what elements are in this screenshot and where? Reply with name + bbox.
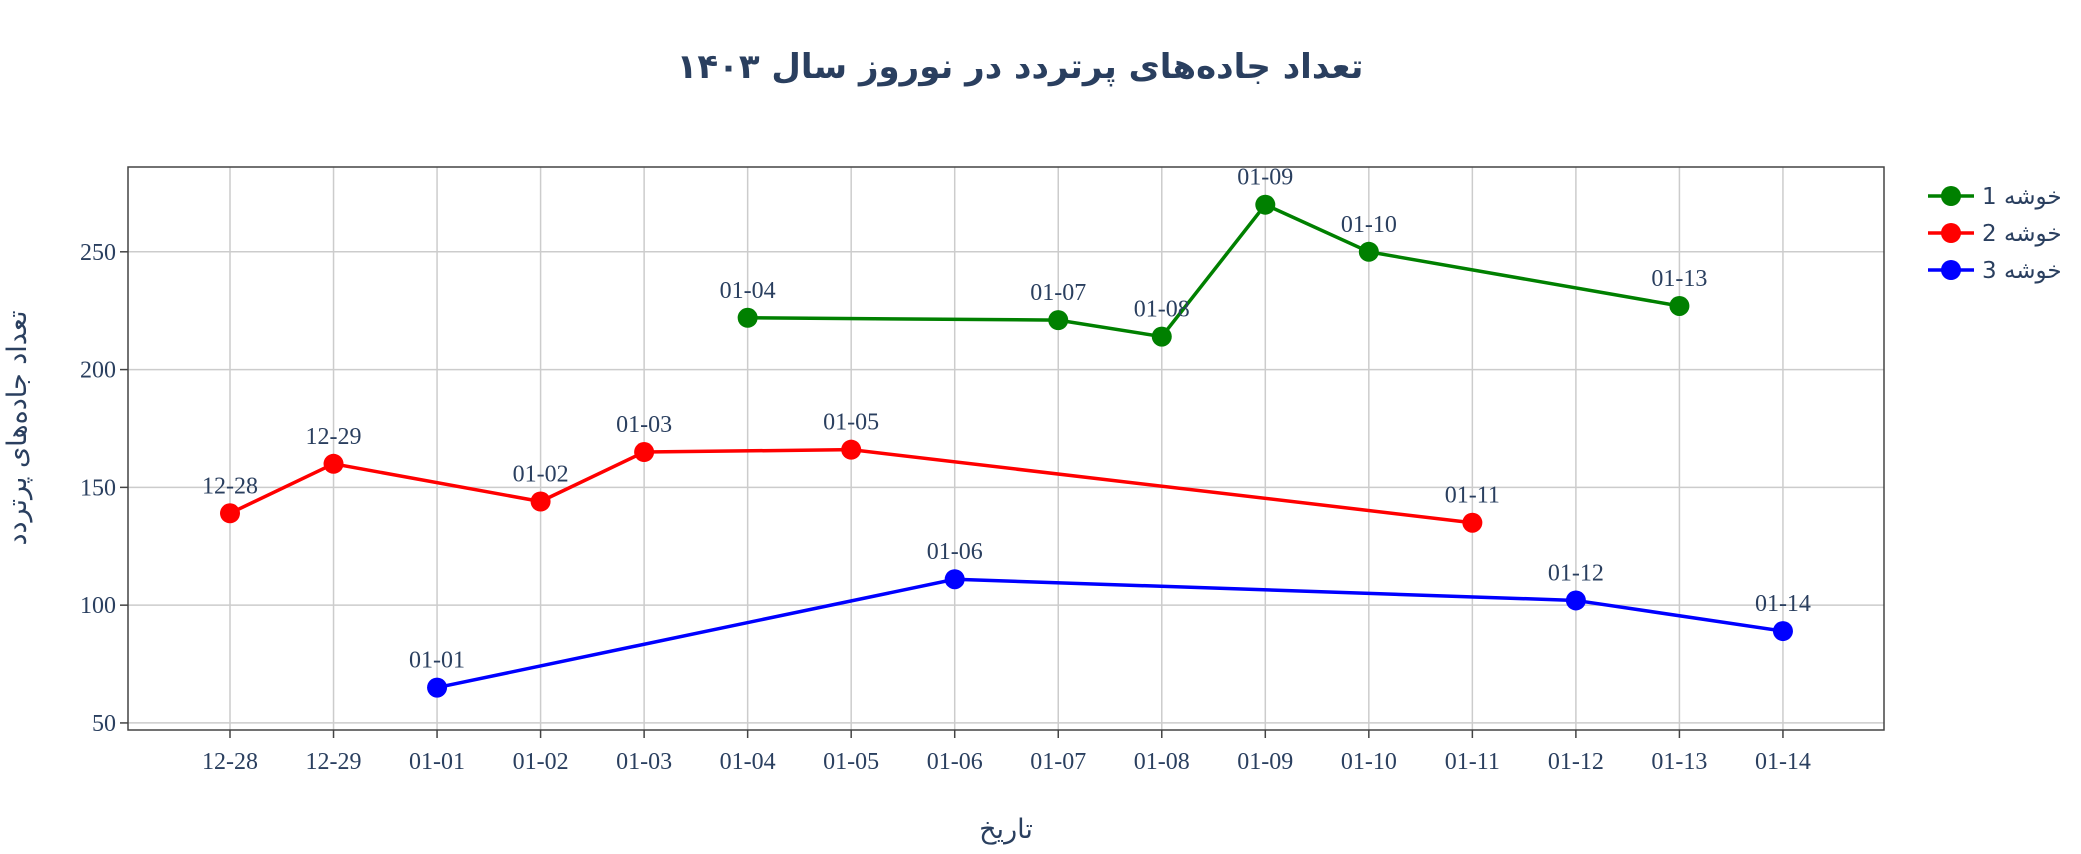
legend-label: خوشه 2 [1982, 221, 2062, 247]
data-label: 12-28 [202, 473, 258, 499]
data-label: 01-11 [1445, 483, 1500, 509]
y-tick-label: 150 [80, 475, 116, 501]
legend-item-2[interactable]: خوشه 2 [1928, 221, 2062, 247]
x-tick-label: 01-13 [1651, 749, 1707, 775]
data-label: 01-09 [1237, 165, 1293, 191]
series-3: 01-01 01-06 01-12 01-14 [409, 539, 1811, 698]
y-tick-label: 250 [80, 240, 116, 266]
data-point[interactable] [1048, 310, 1069, 331]
data-point[interactable] [427, 677, 448, 698]
data-point[interactable] [220, 503, 240, 524]
data-label: 01-07 [1030, 280, 1086, 306]
x-tick-label: 01-02 [513, 749, 569, 775]
plot-frame [127, 166, 1885, 731]
data-label: 01-05 [823, 410, 879, 436]
data-label: 01-12 [1548, 560, 1604, 586]
x-tick-label: 12-28 [202, 749, 258, 775]
data-label: 01-02 [513, 462, 569, 488]
series-1-line [747, 202, 1680, 339]
data-point[interactable] [634, 442, 655, 463]
x-tick-label: 01-10 [1341, 749, 1397, 775]
x-tick-label: 01-08 [1134, 749, 1190, 775]
series-2: 12-28 12-29 01-02 01-03 01-05 01-11 [202, 410, 1500, 533]
data-label: 12-29 [306, 424, 362, 450]
data-label: 01-13 [1651, 266, 1707, 292]
x-tick-label: 12-29 [306, 749, 362, 775]
x-tick-label: 01-03 [616, 749, 672, 775]
data-label: 01-10 [1341, 212, 1397, 238]
y-tick-label: 100 [80, 593, 116, 619]
data-point[interactable] [530, 491, 551, 512]
series-3-line [436, 577, 1784, 690]
data-point[interactable] [1565, 590, 1586, 611]
data-point[interactable] [841, 439, 862, 460]
data-point[interactable] [1358, 241, 1379, 262]
data-point[interactable] [1669, 295, 1690, 316]
legend-item-3[interactable]: خوشه 3 [1928, 258, 2062, 284]
legend[interactable]: خوشه 1 خوشه 2 خوشه 3 [1928, 184, 2062, 284]
y-tick-label: 50 [92, 711, 116, 737]
data-point[interactable] [1772, 621, 1793, 642]
data-label: 01-01 [409, 648, 465, 674]
data-point[interactable] [1151, 326, 1172, 347]
x-tick-label: 01-11 [1445, 749, 1500, 775]
data-label: 01-03 [616, 412, 672, 438]
data-label: 01-14 [1755, 591, 1811, 617]
x-tick-label: 01-05 [823, 749, 879, 775]
data-label: 01-06 [927, 539, 983, 565]
legend-label: خوشه 3 [1982, 258, 2062, 284]
x-tick-label: 01-12 [1548, 749, 1604, 775]
chart-title: تعداد جاده‌های پرتردد در نوروز سال ۱۴۰۳ [677, 47, 1364, 87]
tick-layer: 12-28 12-29 01-01 01-02 01-03 01-04 01-05 01-06… [80, 240, 1811, 775]
x-tick-label: 01-04 [720, 749, 776, 775]
x-tick-label: 01-06 [927, 749, 983, 775]
x-tick-label: 01-14 [1755, 749, 1811, 775]
series-1: 01-04 01-07 01-08 01-09 01-10 01-13 [720, 165, 1707, 347]
x-axis-title: تاریخ [979, 814, 1033, 845]
x-tick-label: 01-01 [409, 749, 465, 775]
legend-marker [1941, 260, 1961, 280]
legend-marker [1941, 223, 1961, 243]
legend-label: خوشه 1 [1982, 184, 2062, 210]
x-tick-label: 01-09 [1237, 749, 1293, 775]
data-point[interactable] [323, 453, 344, 474]
grid [128, 167, 1884, 730]
data-point[interactable] [1462, 512, 1483, 533]
data-point[interactable] [737, 307, 758, 328]
series-2-line [229, 447, 1473, 525]
y-tick-label: 200 [80, 358, 116, 384]
data-label: 01-04 [720, 278, 776, 304]
series-layer: 01-04 01-07 01-08 01-09 01-10 01-13 12-28 12-29… [202, 165, 1811, 698]
data-point[interactable] [1255, 194, 1276, 215]
x-tick-label: 01-07 [1030, 749, 1086, 775]
legend-item-1[interactable]: خوشه 1 [1928, 184, 2062, 210]
data-label: 01-08 [1134, 297, 1190, 323]
data-point[interactable] [944, 569, 965, 590]
y-axis-title: تعداد جاده‌های پرتردد [2, 311, 33, 546]
legend-marker [1941, 186, 1961, 206]
